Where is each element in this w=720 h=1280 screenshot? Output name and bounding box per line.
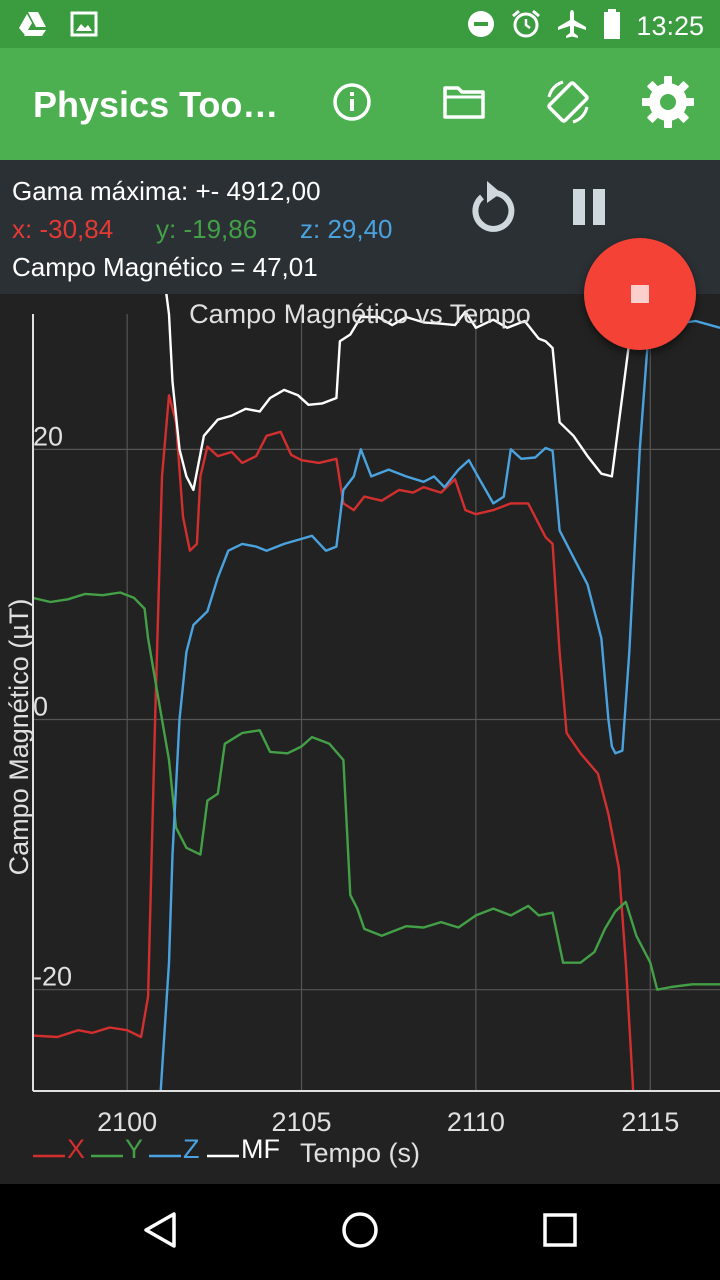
series-line-x bbox=[33, 394, 635, 1091]
clock-text: 13:25 bbox=[636, 11, 704, 41]
max-range-text: Gama máxima: +- 4912,00 bbox=[12, 176, 321, 206]
series-line-mf bbox=[165, 294, 640, 492]
folder-icon bbox=[442, 82, 486, 127]
y-axis-label: Campo Magnético (µT) bbox=[4, 599, 34, 876]
airplane-icon bbox=[556, 8, 588, 45]
refresh-icon bbox=[467, 180, 517, 240]
y-tick-label: 20 bbox=[33, 421, 63, 451]
battery-icon bbox=[602, 8, 622, 45]
recents-icon bbox=[541, 1211, 579, 1254]
screen-rotation-icon bbox=[543, 77, 593, 132]
y-tick-label: 0 bbox=[33, 692, 48, 722]
magnetic-field-chart: 2100 2105 2110 2115 -20 0 20 Campo Magnético v… bbox=[0, 294, 720, 1184]
chart-legend: X Y Z MF bbox=[33, 1134, 280, 1164]
series-line-z bbox=[159, 319, 720, 1091]
image-icon bbox=[70, 10, 98, 43]
settings-icon bbox=[640, 74, 696, 135]
navigation-bar bbox=[0, 1184, 720, 1280]
series-line-y bbox=[33, 591, 720, 991]
dnd-icon bbox=[466, 9, 496, 44]
screen-rotation-button[interactable] bbox=[540, 76, 596, 132]
chart-title: Campo Magnético vs Tempo bbox=[189, 299, 531, 329]
y-value-text: y: -19,86 bbox=[156, 214, 258, 244]
readout-panel: Gama máxima: +- 4912,00 x: -30,84 y: -19… bbox=[0, 160, 720, 294]
x-tick-label: 2110 bbox=[447, 1107, 505, 1137]
recents-button[interactable] bbox=[532, 1204, 588, 1260]
settings-button[interactable] bbox=[640, 74, 696, 135]
legend-label-y: Y bbox=[125, 1134, 143, 1164]
chart-svg: 2100 2105 2110 2115 -20 0 20 Campo Magnético v… bbox=[4, 294, 720, 1168]
x-value-text: x: -30,84 bbox=[12, 214, 114, 244]
reset-button[interactable] bbox=[464, 180, 520, 240]
x-tick-label: 2115 bbox=[621, 1107, 679, 1137]
app-bar: Physics Too… bbox=[0, 48, 720, 160]
magnetic-field-text: Campo Magnético = 47,01 bbox=[12, 252, 318, 282]
z-value-text: z: 29,40 bbox=[300, 214, 393, 244]
app-title: Physics Too… bbox=[33, 84, 279, 125]
home-button[interactable] bbox=[332, 1204, 388, 1260]
legend-label-z: Z bbox=[183, 1134, 200, 1164]
info-button[interactable] bbox=[324, 76, 380, 132]
x-axis-label: Tempo (s) bbox=[300, 1138, 420, 1168]
legend-label-x: X bbox=[67, 1134, 85, 1164]
x-tick-label: 2105 bbox=[271, 1107, 331, 1137]
home-icon bbox=[339, 1209, 381, 1256]
stop-icon bbox=[631, 285, 649, 303]
x-tick-label: 2100 bbox=[97, 1107, 157, 1137]
stop-recording-button[interactable] bbox=[584, 238, 696, 350]
pause-icon bbox=[569, 187, 609, 232]
info-icon bbox=[331, 81, 373, 128]
back-button[interactable] bbox=[132, 1204, 188, 1260]
drive-icon bbox=[18, 10, 48, 43]
folder-button[interactable] bbox=[436, 76, 492, 132]
legend-label-mf: MF bbox=[241, 1134, 280, 1164]
back-icon bbox=[140, 1210, 180, 1255]
y-tick-label: -20 bbox=[33, 962, 72, 992]
pause-button[interactable] bbox=[562, 182, 616, 236]
status-bar: 13:25 bbox=[0, 0, 720, 48]
alarm-icon bbox=[510, 8, 542, 45]
